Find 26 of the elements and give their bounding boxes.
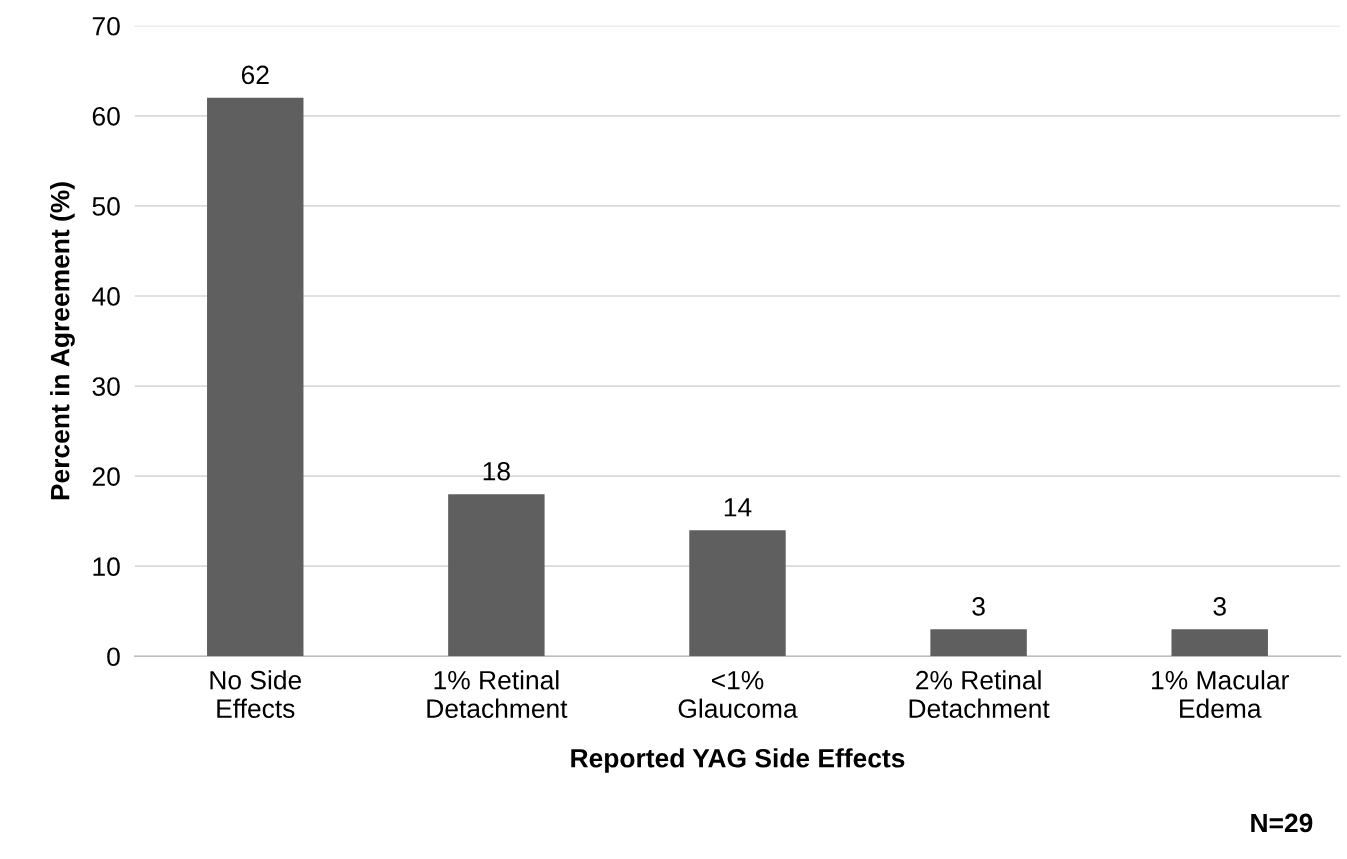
y-tick-label: 0: [107, 647, 120, 667]
y-tick-label: 70: [92, 16, 120, 36]
bar: [207, 97, 304, 657]
y-tick-label: 10: [93, 557, 120, 577]
y-axis-title: Percent in Agreement (%): [50, 182, 75, 500]
x-axis-title: Reported YAG Side Effects: [571, 748, 905, 773]
x-tick-label: <1% Glaucoma: [678, 670, 798, 718]
y-tick-label: 20: [92, 467, 120, 486]
x-tick-label: No Side Effects: [210, 670, 302, 718]
data-label: 18: [483, 461, 510, 481]
data-label: 3: [1213, 597, 1226, 616]
bar: [448, 494, 545, 657]
x-tick-label: 2% Retinal Detachment: [909, 670, 1050, 718]
data-label: 3: [972, 597, 985, 616]
x-tick-label: 1% Retinal Detachment: [427, 670, 568, 718]
y-tick-label: 60: [92, 106, 120, 126]
y-tick-label: 40: [92, 287, 120, 306]
bar: [930, 629, 1027, 657]
text: N=29: [1251, 813, 1313, 833]
y-tick-label: 30: [92, 377, 120, 396]
x-tick-label: 1% Macular Edema: [1152, 670, 1289, 718]
data-label: 62: [241, 65, 269, 85]
data-label: 14: [724, 498, 752, 517]
bar: [689, 530, 786, 657]
bar: [1171, 629, 1268, 657]
y-tick-label: 50: [92, 197, 120, 216]
